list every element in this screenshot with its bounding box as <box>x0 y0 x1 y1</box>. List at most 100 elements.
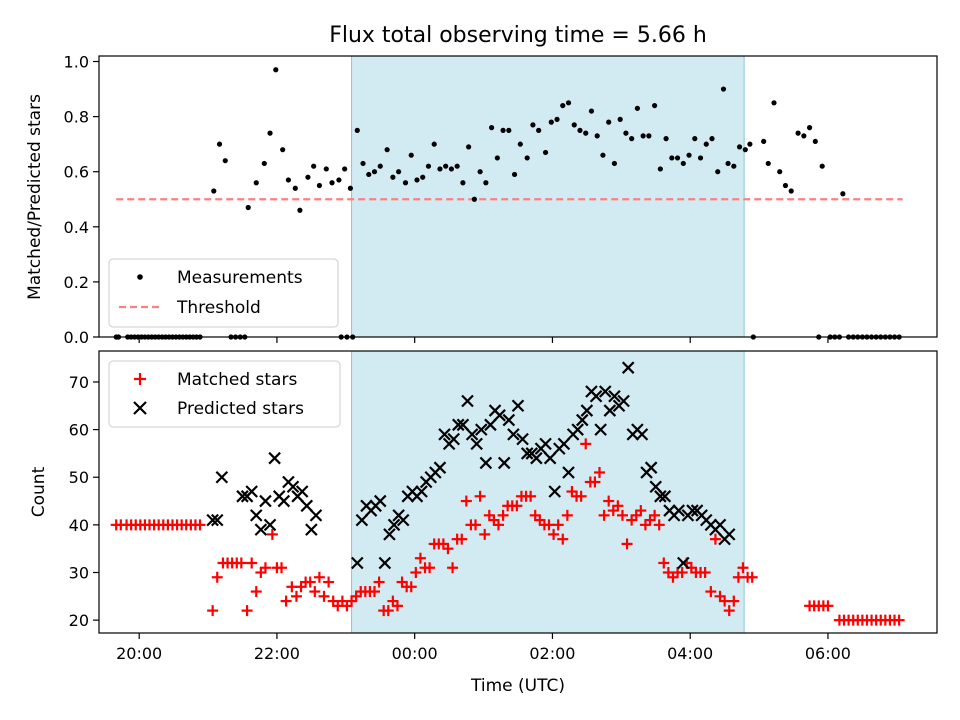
predicted-star-point <box>635 428 649 441</box>
predicted-star-point <box>309 509 323 522</box>
top-y-tick-label: 0.2 <box>64 273 89 292</box>
measurement-point <box>765 160 771 167</box>
predicted-star-point <box>672 504 685 517</box>
matched-star-point <box>286 581 298 593</box>
matched-star-point <box>511 500 523 512</box>
predicted-star-point <box>277 494 291 508</box>
measurement-point <box>448 166 455 172</box>
measurement-point <box>629 136 635 142</box>
predicted-star-point <box>415 485 428 498</box>
predicted-star-point <box>644 461 658 474</box>
measurement-point <box>840 191 846 197</box>
predicted-star-point <box>268 451 281 465</box>
predicted-star-point <box>654 490 667 503</box>
measurement-point <box>731 163 737 169</box>
bottom-y-tick-label: 50 <box>69 468 89 487</box>
predicted-star-point <box>621 361 635 374</box>
matched-star-point <box>557 533 569 545</box>
matched-star-point <box>737 562 749 574</box>
measurement-point <box>669 155 675 161</box>
predicted-star-point <box>383 528 396 541</box>
bottom-legend: Matched stars Predicted stars <box>108 360 341 428</box>
predicted-star-point <box>259 494 272 508</box>
matched-star-point <box>424 562 436 574</box>
legend-matched-label: Matched stars <box>177 370 297 390</box>
predicted-star-point <box>507 428 520 441</box>
measurement-point <box>806 125 813 131</box>
predicted-star-point <box>447 432 460 446</box>
measurement-point <box>801 133 807 139</box>
top-y-tick-label: 0.6 <box>64 163 89 182</box>
matched-star-point <box>653 519 665 531</box>
measurement-point <box>747 141 753 147</box>
predicted-star-point <box>686 504 699 517</box>
predicted-star-point <box>479 456 493 470</box>
matched-star-point <box>414 552 426 564</box>
top-plot-frame <box>98 55 938 338</box>
predicted-star-point <box>433 461 447 474</box>
predicted-star-point <box>295 485 309 498</box>
matched-star-point <box>391 600 403 612</box>
matched-star-point <box>728 595 740 607</box>
matched-star-point <box>649 509 661 521</box>
measurement-point <box>305 174 311 180</box>
matched-star-point <box>548 528 560 540</box>
matched-star-point <box>442 543 454 555</box>
matched-star-point <box>580 438 592 450</box>
measurement-point <box>420 174 426 180</box>
matched-star-point <box>676 567 688 579</box>
legend-measurements-label: Measurements <box>177 268 303 288</box>
measurement-point <box>425 163 432 169</box>
measurement-point <box>354 127 360 133</box>
measurement-point <box>396 169 402 175</box>
predicted-star-point <box>396 513 410 527</box>
x-tick-label: 20:00 <box>116 644 162 663</box>
matched-star-point <box>822 600 834 612</box>
matched-star-point <box>705 586 717 598</box>
measurement-point <box>466 144 472 150</box>
matched-star-point <box>723 605 735 617</box>
chart-title: Flux total observing time = 5.66 h <box>329 23 707 48</box>
measurement-point <box>536 127 542 133</box>
matched-star-point <box>543 519 555 531</box>
matched-star-point <box>290 590 302 602</box>
measurement-point <box>460 180 466 186</box>
measurement-point <box>761 138 767 145</box>
measurement-point <box>600 152 606 158</box>
measurement-point <box>715 169 721 175</box>
matched-star-point <box>492 519 504 531</box>
predicted-star-point <box>589 389 603 403</box>
measurement-point <box>402 180 409 186</box>
matched-star-point <box>479 528 491 540</box>
matched-star-point <box>575 490 587 502</box>
top-panel: 0.0 0.2 0.4 0.6 0.8 1.0 Matched/Predicted sta… <box>25 53 938 347</box>
top-y-tick-label: 1.0 <box>64 53 89 72</box>
measurement-point <box>725 160 731 167</box>
predicted-star-point <box>387 518 401 532</box>
predicted-star-point <box>474 423 488 436</box>
x-tick-label: 00:00 <box>392 644 438 663</box>
measurement-point <box>692 136 698 142</box>
matched-star-point <box>616 509 628 521</box>
measurement-point <box>377 163 383 169</box>
measurement-point <box>606 119 612 125</box>
matched-star-point <box>658 557 670 569</box>
predicted-star-point <box>210 513 224 527</box>
measurement-point <box>680 160 686 167</box>
measurement-point <box>646 133 652 139</box>
predicted-star-point <box>502 413 516 427</box>
predicted-star-point <box>497 456 511 470</box>
measurement-point <box>548 119 554 125</box>
measurement-point <box>431 141 437 147</box>
predicted-star-point <box>571 423 584 436</box>
predicted-star-point <box>548 485 562 498</box>
top-ylabel: Matched/Predicted stars <box>25 94 45 300</box>
top-shaded-interval <box>351 55 745 338</box>
measurement-point <box>657 166 663 172</box>
measurement-point <box>542 149 549 156</box>
predicted-star-point <box>649 480 663 494</box>
measurement-point <box>222 158 228 164</box>
legend-predicted-marker <box>133 401 147 415</box>
measurement-point <box>366 171 372 178</box>
matched-star-point <box>589 476 601 488</box>
